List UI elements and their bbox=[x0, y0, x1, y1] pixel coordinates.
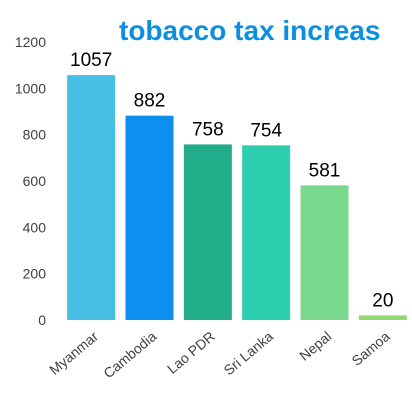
y-axis-tick-labels: 0 200 400 600 800 1000 1200 bbox=[15, 34, 46, 328]
category-label: Cambodia bbox=[100, 328, 159, 381]
x-axis-category-labels: Myanmar Cambodia Lao PDR Sri Lanka Nepal Samo… bbox=[46, 328, 393, 381]
value-label: 1057 bbox=[70, 50, 112, 71]
data-labels: 1057 882 758 754 581 20 bbox=[70, 50, 393, 311]
y-tick-label: 400 bbox=[23, 219, 47, 235]
value-label: 754 bbox=[250, 120, 282, 141]
value-label: 758 bbox=[192, 119, 224, 140]
category-label: Samoa bbox=[348, 328, 392, 369]
bar-samoa bbox=[358, 315, 407, 320]
bar-lao-pdr bbox=[183, 144, 232, 320]
y-tick-label: 1200 bbox=[15, 34, 46, 50]
value-label: 20 bbox=[372, 290, 393, 311]
bar-myanmar bbox=[67, 75, 116, 321]
bar-cambodia bbox=[125, 115, 174, 320]
category-label: Sri Lanka bbox=[220, 328, 276, 378]
y-tick-label: 1000 bbox=[15, 80, 46, 96]
bars bbox=[67, 75, 407, 321]
y-tick-label: 600 bbox=[23, 173, 47, 189]
y-tick-label: 800 bbox=[23, 127, 47, 143]
category-label: Lao PDR bbox=[164, 328, 218, 377]
value-label: 882 bbox=[134, 91, 166, 112]
value-label: 581 bbox=[309, 160, 341, 181]
category-label: Nepal bbox=[296, 328, 334, 364]
chart-title: tobacco tax increas bbox=[119, 15, 380, 46]
y-tick-label: 200 bbox=[23, 266, 47, 282]
y-tick-label: 0 bbox=[38, 312, 46, 328]
bar-sri-lanka bbox=[242, 145, 291, 320]
bar-nepal bbox=[300, 185, 349, 320]
category-label: Myanmar bbox=[46, 328, 101, 378]
